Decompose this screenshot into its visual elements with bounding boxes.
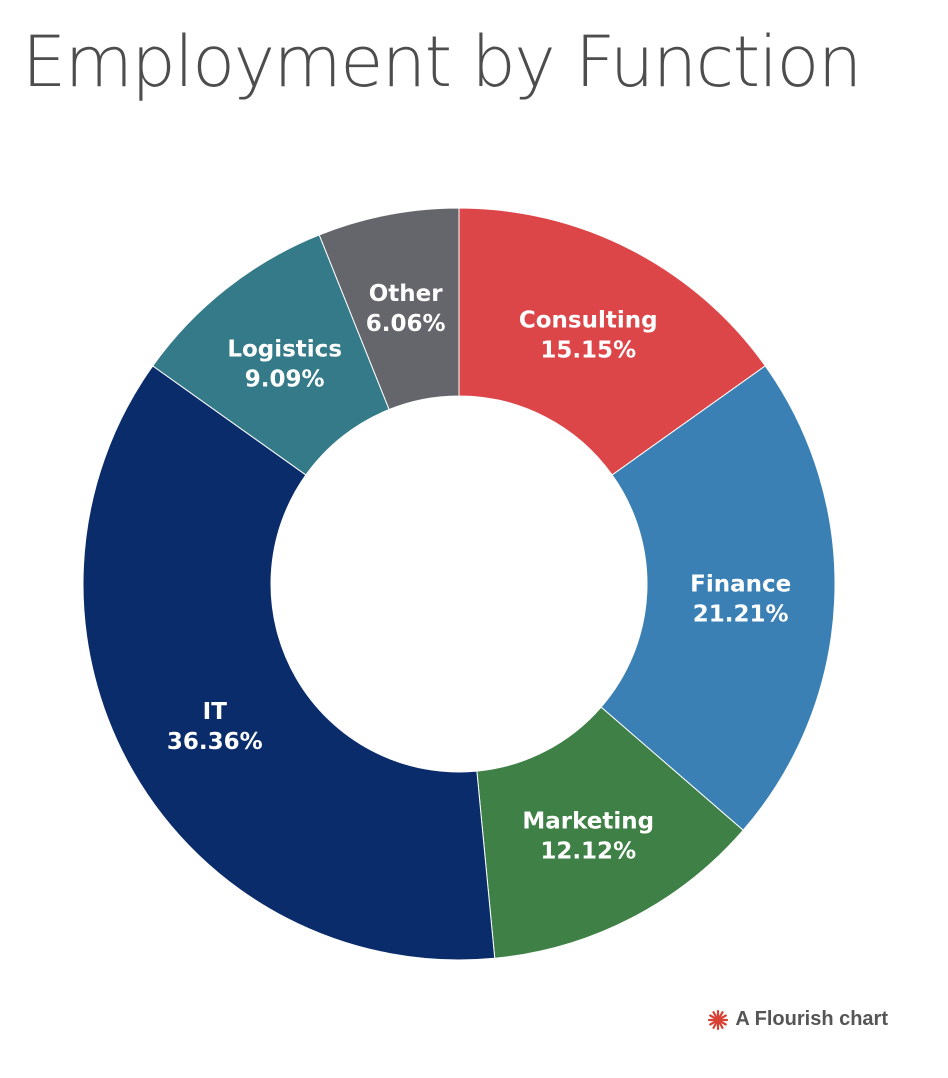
slice-category-label: Marketing	[522, 809, 654, 835]
slice-category-label: IT	[203, 699, 228, 725]
flourish-credit-link[interactable]: A Flourish chart	[707, 1008, 888, 1031]
slice-value-label: 6.06%	[366, 311, 446, 337]
slice-category-label: Consulting	[519, 307, 658, 333]
slice-category-label: Logistics	[227, 336, 342, 362]
slice-label-it: IT 36.36%	[167, 699, 263, 755]
chart-title: Employment by Function	[22, 21, 862, 103]
slice-label-logistics: Logistics 9.09%	[227, 336, 342, 392]
slice-value-label: 15.15%	[540, 337, 636, 363]
slice-value-label: 21.21%	[693, 601, 789, 627]
donut-slices	[82, 207, 836, 961]
flourish-credit-label: A Flourish chart	[735, 1008, 888, 1030]
slice-label-finance: Finance 21.21%	[690, 571, 791, 627]
donut-slice-finance[interactable]	[600, 365, 836, 831]
donut-slice-marketing[interactable]	[476, 706, 744, 959]
slice-value-label: 9.09%	[245, 366, 325, 392]
slice-label-marketing: Marketing 12.12%	[522, 809, 654, 865]
donut-slice-it[interactable]	[82, 365, 496, 961]
slice-value-label: 12.12%	[540, 839, 636, 865]
slice-category-label: Other	[369, 281, 444, 307]
slice-value-label: 36.36%	[167, 729, 263, 755]
donut-slice-other[interactable]	[318, 207, 460, 411]
slice-category-label: Finance	[690, 571, 791, 597]
donut-slice-consulting[interactable]	[458, 207, 766, 476]
flourish-logo-icon	[708, 1009, 729, 1030]
slice-label-other: Other 6.06%	[366, 281, 446, 337]
slice-label-consulting: Consulting 15.15%	[519, 307, 658, 363]
donut-labels: Consulting 15.15% Finance 21.21% Marketing 12…	[167, 281, 791, 865]
